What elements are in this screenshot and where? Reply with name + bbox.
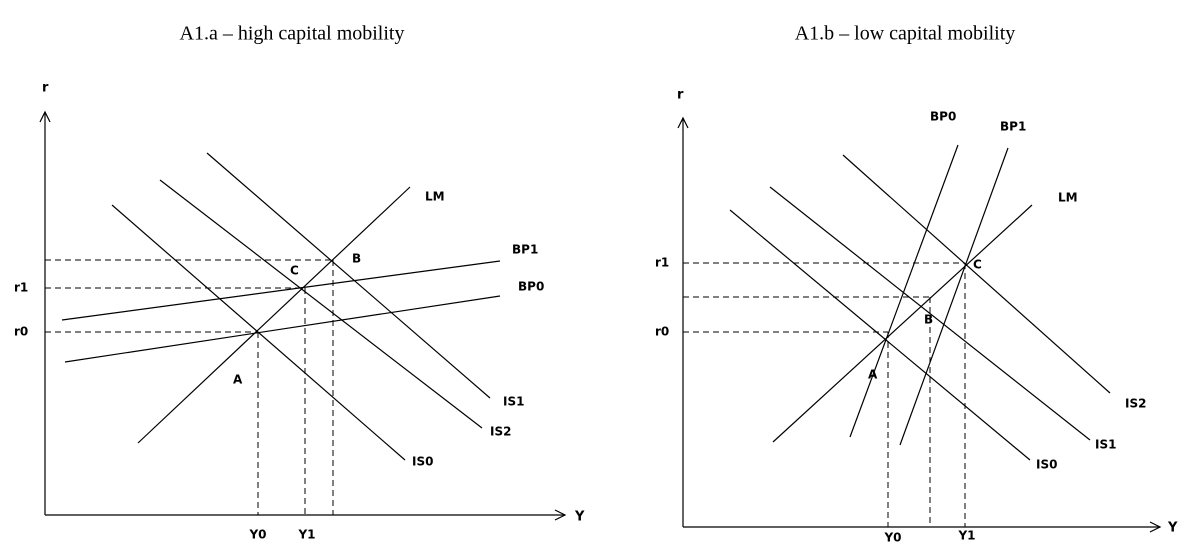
axis-label: r [677, 88, 684, 103]
curve [899, 147, 1009, 446]
point-label: C [290, 264, 299, 278]
y-tick-label: r0 [655, 325, 669, 339]
point-label: B [352, 252, 361, 266]
curve [849, 144, 959, 438]
curve-label: LM [1058, 191, 1078, 205]
panel-a: A1.a – high capital mobility r Y LM BP1 … [14, 23, 585, 542]
curve-label: BP1 [1000, 120, 1026, 134]
curve-label: BP0 [930, 110, 956, 124]
curve-label: IS2 [490, 425, 511, 439]
curve [61, 260, 501, 321]
curve-label: IS1 [503, 395, 524, 409]
y-tick-label: r0 [14, 325, 28, 339]
curve [206, 152, 491, 399]
curve [729, 209, 1031, 461]
arrow [554, 509, 567, 521]
curve [769, 186, 1091, 441]
axis-label: r [42, 81, 49, 96]
curve-label: BP1 [512, 243, 538, 257]
curve-label: IS1 [1095, 438, 1116, 452]
curve [772, 204, 1033, 443]
x-tick-label: Y0 [248, 528, 266, 542]
axis-label: Y [574, 510, 585, 525]
axis-label: Y [1167, 521, 1178, 536]
x-tick-label: Y1 [957, 529, 975, 543]
x-tick-label: Y1 [297, 528, 315, 542]
x-tick-label: Y0 [883, 531, 901, 545]
panel-title: A1.a – high capital mobility [180, 23, 405, 45]
arrow [1149, 521, 1162, 533]
curve-label: LM [425, 190, 445, 204]
curve-label: IS0 [412, 455, 433, 469]
curve-label: IS0 [1036, 458, 1057, 472]
curve [159, 179, 483, 429]
point-label: C [973, 258, 982, 272]
point-label: A [868, 368, 878, 382]
curve [64, 295, 501, 363]
y-tick-label: r1 [14, 281, 28, 295]
curve-label: IS2 [1125, 397, 1146, 411]
panel-b: A1.b – low capital mobility r Y BP0 BP1 … [655, 23, 1178, 545]
arrow [677, 116, 689, 129]
curve [137, 186, 411, 444]
arrow [39, 110, 51, 123]
y-tick-label: r1 [655, 256, 669, 270]
curve-label: BP0 [518, 280, 544, 294]
panel-title: A1.b – low capital mobility [795, 23, 1016, 45]
curve [842, 154, 1111, 394]
point-label: B [924, 313, 933, 327]
point-label: A [233, 373, 243, 387]
